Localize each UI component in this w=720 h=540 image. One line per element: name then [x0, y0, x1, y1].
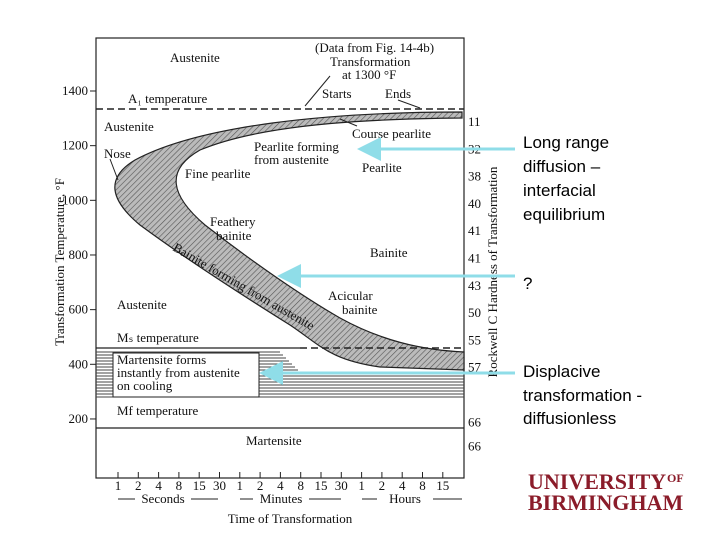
x-tick-label: 2	[257, 478, 264, 493]
x-tick-label: 4	[399, 478, 406, 493]
x-unit-label: Seconds	[141, 491, 184, 506]
x-tick-label: 2	[135, 478, 142, 493]
note: Displacive	[523, 362, 600, 381]
region-label: Martensite	[246, 433, 302, 448]
x-tick-label: 4	[277, 478, 284, 493]
region-label: Martensite forms	[117, 352, 206, 367]
title-box: at 1300 °F	[342, 67, 396, 82]
right-tick-label: 41	[468, 251, 481, 266]
region-label: Austenite	[104, 119, 154, 134]
coarse-pointer	[339, 118, 358, 127]
region-label: from austenite	[254, 152, 329, 167]
title-box: Transformation	[330, 54, 411, 69]
starts-pointer	[304, 75, 331, 107]
note: diffusionless	[523, 409, 616, 428]
right-tick-label: 55	[468, 332, 481, 347]
region-label: Bainite forming from austenite	[171, 240, 318, 333]
notes: Long range diffusion – interfacial equil…	[523, 133, 642, 428]
unit-label-bg	[135, 492, 191, 506]
x-tick-label: 1	[358, 478, 365, 493]
right-tick-label: 57	[468, 360, 482, 375]
region-label: Course pearlite	[352, 126, 431, 141]
logo-text: OF	[667, 471, 684, 485]
marker-label: Starts	[322, 86, 352, 101]
nose-pointer	[109, 158, 119, 181]
ends-pointer	[397, 99, 421, 109]
region-label: Nose	[104, 146, 131, 161]
note: equilibrium	[523, 205, 605, 224]
note: diffusion –	[523, 157, 601, 176]
region-label: Bainite	[370, 245, 408, 260]
region-label: on cooling	[117, 378, 173, 393]
region-label: bainite	[342, 302, 378, 317]
right-tick-label: 66	[468, 414, 482, 429]
region-label: Pearlite	[362, 160, 402, 175]
x-tick-label: 30	[213, 478, 226, 493]
y-tick-label: 1000	[62, 192, 88, 207]
right-tick-label: 41	[468, 223, 481, 238]
transformation-band	[114, 111, 465, 371]
note: transformation -	[523, 386, 642, 405]
unit-label-bg	[253, 492, 309, 506]
title-box: (Data from Fig. 14-4b)	[315, 40, 434, 55]
note: ?	[523, 274, 532, 293]
y-tick-label: 800	[69, 247, 89, 262]
x-tick-label: 1	[237, 478, 244, 493]
right-tick-label: 38	[468, 169, 481, 184]
region-label: Acicular	[328, 288, 373, 303]
note: interfacial	[523, 181, 596, 200]
right-tick-label: 66	[468, 439, 482, 454]
x-unit-label: Minutes	[260, 491, 303, 506]
region-label: Pearlite forming	[254, 139, 339, 154]
right-axis-label: Rockwell C Hardness of Transformation	[485, 166, 500, 377]
region-label: Feathery	[210, 214, 256, 229]
right-tick-label: 43	[468, 278, 481, 293]
note: Long range	[523, 133, 609, 152]
region-label: bainite	[216, 228, 252, 243]
logo: UNIVERSITY OF BIRMINGHAM	[528, 469, 684, 515]
region-label: Fine pearlite	[185, 166, 251, 181]
logo-text: BIRMINGHAM	[528, 490, 683, 515]
x-tick-label: 15	[315, 478, 328, 493]
right-tick-label: 40	[468, 196, 481, 211]
x-tick-label: 4	[155, 478, 162, 493]
y-tick-label: 400	[69, 356, 89, 371]
y-tick-label: 1400	[62, 83, 88, 98]
x-tick-label: 8	[297, 478, 304, 493]
region-label: A₁ temperature	[128, 91, 207, 106]
right-tick-label: 11	[468, 114, 481, 129]
x-tick-label: 15	[193, 478, 206, 493]
region-label: Austenite	[117, 297, 167, 312]
x-tick-label: 15	[436, 478, 449, 493]
x-unit-label: Hours	[389, 491, 421, 506]
y-tick-label: 1200	[62, 138, 88, 153]
logo-text: UNIVERSITY	[528, 469, 666, 494]
right-tick-label: 50	[468, 305, 481, 320]
x-axis-label: Time of Transformation	[228, 511, 353, 526]
region-label: Mₛ temperature	[117, 330, 199, 345]
region-label: Mf temperature	[117, 403, 198, 418]
region-label: Austenite	[170, 50, 220, 65]
annotation-arrows	[259, 137, 515, 385]
martensite-box	[112, 352, 260, 398]
region-label: instantly from austenite	[117, 365, 240, 380]
ttt-diagram: Austenite (Data from Fig. 14-4b) Transfo…	[52, 37, 500, 526]
x-tick-label: 1	[115, 478, 122, 493]
y-tick-label: 600	[69, 302, 89, 317]
marker-label: Ends	[385, 86, 411, 101]
x-tick-label: 8	[176, 478, 183, 493]
x-tick-label: 8	[419, 478, 426, 493]
unit-label-bg	[377, 492, 433, 506]
x-tick-label: 2	[379, 478, 386, 493]
x-tick-label: 30	[335, 478, 348, 493]
y-axis-label: Transformation Temperature, °F	[52, 178, 67, 346]
y-tick-label: 200	[69, 411, 89, 426]
